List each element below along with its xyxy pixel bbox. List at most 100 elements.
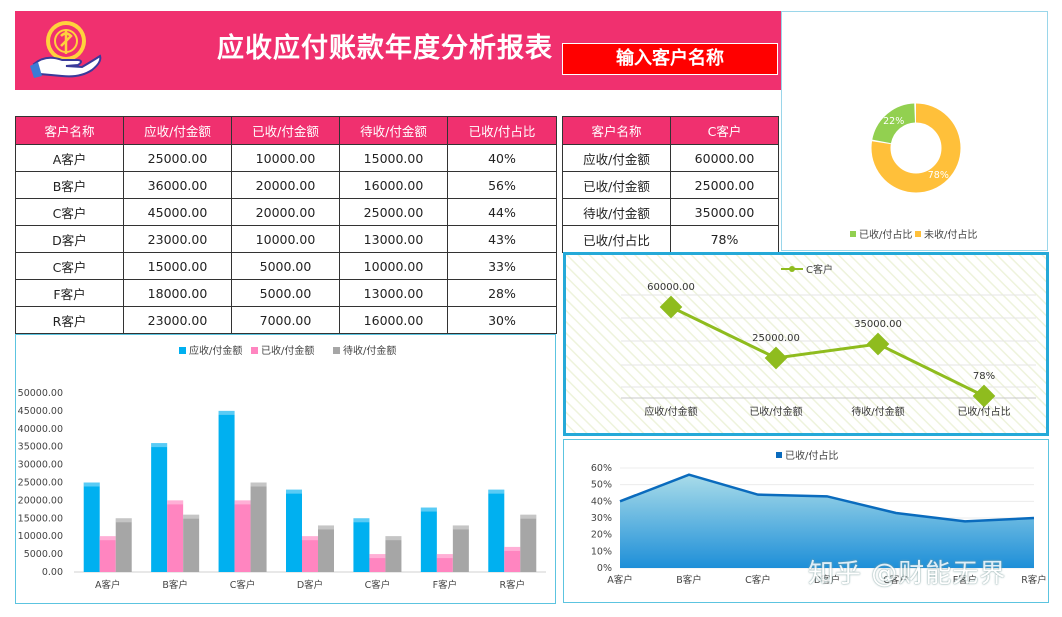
table-cell[interactable]: 40% (447, 144, 557, 172)
y-tick-label: 10% (591, 546, 612, 557)
legend-swatch (915, 231, 921, 237)
watermark: 知乎 @财能无界 (808, 559, 1007, 589)
bar (183, 514, 200, 572)
table-cell[interactable]: B客户 (15, 171, 124, 199)
table-cell[interactable]: F客户 (15, 279, 124, 307)
table-cell[interactable]: 应收/付金额 (562, 144, 671, 172)
donut-chart-panel[interactable]: 22% 78% 已收/付占比 未收/付占比 (781, 11, 1048, 251)
bar (436, 554, 453, 572)
bar-highlight (318, 525, 334, 530)
table-cell[interactable]: 已收/付金额 (562, 171, 671, 199)
line-chart-panel[interactable]: C客户 60000.00 应收/付金额 25000.00 已收/付金额 35000.00 待… (563, 252, 1049, 436)
table-cell[interactable]: 13000.00 (339, 225, 448, 253)
table-cell[interactable]: 5000.00 (231, 279, 340, 307)
bar-highlight (302, 536, 318, 541)
table-cell[interactable]: R客户 (15, 306, 124, 334)
table-row: D客户 23000.00 10000.00 13000.00 43% (15, 225, 557, 253)
y-tick-label: 40% (591, 496, 612, 507)
table-cell[interactable]: 10000.00 (339, 252, 448, 280)
y-tick-label: 30000.00 (18, 460, 63, 471)
table-cell[interactable]: 13000.00 (339, 279, 448, 307)
table-cell[interactable]: 5000.00 (231, 252, 340, 280)
table-cell[interactable]: 28% (447, 279, 557, 307)
bar-highlight (452, 525, 469, 530)
table-cell[interactable]: 已收/付占比 (562, 225, 671, 253)
bar (167, 500, 184, 572)
x-tick-label: 应收/付金额 (644, 405, 697, 418)
table-cell[interactable]: 16000.00 (339, 171, 448, 199)
table-cell[interactable]: D客户 (15, 225, 124, 253)
legend-label: 未收/付占比 (924, 228, 977, 241)
table-cell[interactable]: 23000.00 (123, 306, 232, 334)
table-cell[interactable]: 35000.00 (670, 198, 779, 226)
table-cell[interactable]: 15000.00 (123, 252, 232, 280)
table-cell[interactable]: 78% (670, 225, 779, 253)
area-chart-panel[interactable]: 0% 10% 20% 30% 40% 50% 60% A客户 B客户 C客户 D客户 C客户 F客户 R客… (563, 439, 1049, 603)
column-header: 已收/付占比 (447, 116, 557, 145)
table-cell[interactable]: 43% (447, 225, 557, 253)
bar-highlight (183, 514, 200, 519)
table-cell[interactable]: 18000.00 (123, 279, 232, 307)
bar-chart: 应收/付金额 已收/付金额 待收/付金额 0.00 5000.00 10000.00 150… (18, 344, 546, 591)
bar-highlight (488, 489, 505, 494)
bar (218, 410, 235, 572)
customer-name-input[interactable]: 输入客户名称 (562, 43, 778, 75)
x-tick-label: C客户 (883, 574, 909, 586)
x-tick-label: D客户 (297, 579, 323, 591)
table-cell[interactable]: 25000.00 (670, 171, 779, 199)
column-header: 待收/付金额 (339, 116, 448, 145)
table-cell[interactable]: A客户 (15, 144, 124, 172)
table-cell[interactable]: 56% (447, 171, 557, 199)
y-tick-label: 40000.00 (18, 424, 63, 435)
data-label: 60000.00 (647, 282, 695, 293)
table-cell[interactable]: 10000.00 (231, 144, 340, 172)
bar (83, 482, 100, 572)
bar (99, 536, 116, 572)
bar-chart-panel[interactable]: 应收/付金额 已收/付金额 待收/付金额 0.00 5000.00 10000.00 150… (15, 334, 556, 604)
customer-summary-table: 客户名称 C客户 应收/付金额 60000.00 已收/付金额 25000.00 待… (562, 116, 779, 253)
table-cell[interactable]: 待收/付金额 (562, 198, 671, 226)
table-row: 应收/付金额 60000.00 (562, 144, 779, 172)
y-tick-label: 50000.00 (18, 388, 63, 399)
column-header: C客户 (670, 116, 779, 145)
legend-label: 待收/付金额 (343, 344, 396, 357)
table-cell[interactable]: 30% (447, 306, 557, 334)
bar (318, 525, 334, 572)
y-tick-label: 45000.00 (18, 406, 63, 417)
table-cell[interactable]: 23000.00 (123, 225, 232, 253)
table-cell[interactable]: 60000.00 (670, 144, 779, 172)
table-cell[interactable]: C客户 (15, 252, 124, 280)
table-cell[interactable]: 20000.00 (231, 171, 340, 199)
table-cell[interactable]: 7000.00 (231, 306, 340, 334)
bar (420, 507, 437, 572)
table-cell[interactable]: C客户 (15, 198, 124, 226)
table-cell[interactable]: 25000.00 (123, 144, 232, 172)
bar-highlight (83, 482, 100, 487)
x-tick-label: A客户 (95, 579, 121, 591)
table-cell[interactable]: 45000.00 (123, 198, 232, 226)
table-cell[interactable]: 25000.00 (339, 198, 448, 226)
x-tick-label: R客户 (1021, 574, 1047, 586)
table-cell[interactable]: 44% (447, 198, 557, 226)
legend-marker (789, 266, 795, 272)
series-line (619, 473, 1035, 523)
table-cell[interactable]: 16000.00 (339, 306, 448, 334)
table-cell[interactable]: 33% (447, 252, 557, 280)
bar-highlight (504, 546, 521, 551)
x-tick-label: R客户 (499, 579, 525, 591)
bar-highlight (167, 500, 184, 505)
area-chart: 0% 10% 20% 30% 40% 50% 60% A客户 B客户 C客户 D客户 C客户 F客户 R客… (591, 449, 1047, 586)
table-cell[interactable]: 10000.00 (231, 225, 340, 253)
series-line (670, 305, 985, 398)
table-cell[interactable]: 20000.00 (231, 198, 340, 226)
table-row: B客户 36000.00 20000.00 16000.00 56% (15, 171, 557, 199)
line-chart: C客户 60000.00 应收/付金额 25000.00 已收/付金额 35000.00 待… (566, 255, 1046, 433)
table-cell[interactable]: 15000.00 (339, 144, 448, 172)
bar (520, 514, 537, 572)
column-header: 客户名称 (15, 116, 124, 145)
table-row: R客户 23000.00 7000.00 16000.00 30% (15, 306, 557, 334)
y-tick-label: 5000.00 (24, 549, 63, 560)
bar-highlight (353, 518, 370, 523)
table-cell[interactable]: 36000.00 (123, 171, 232, 199)
bar-highlight (218, 410, 235, 415)
